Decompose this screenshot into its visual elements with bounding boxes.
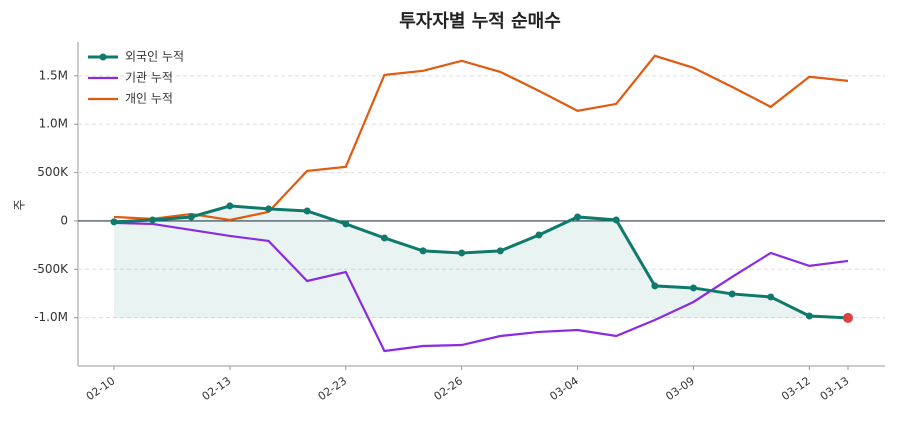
point [843,312,853,323]
area-fill [114,205,848,318]
point [651,282,659,290]
y-axis-label: 주 [13,199,27,210]
line [113,221,849,353]
legend-marker [99,53,107,61]
legend-label: 기관 누적 [125,71,173,85]
x-tick-label: 02-26 [431,374,465,403]
point [303,207,311,215]
point [149,216,157,224]
y-tick-label: -1.0M [34,310,68,324]
point [496,247,504,255]
point [419,247,427,255]
point [535,231,543,239]
y-tick-label: -500K [33,262,69,276]
point [342,220,350,228]
x-tick-label: 03-09 [663,374,697,403]
legend-label: 외국인 누적 [125,50,184,64]
line [113,54,849,222]
point [689,284,697,292]
point [767,293,775,301]
point [574,213,582,221]
x-tick-label: 03-12 [779,374,813,403]
point [265,205,273,213]
y-tick-label: 1.0M [39,117,68,131]
point [110,218,118,226]
chart-title: 투자자별 누적 순매수 [399,11,561,32]
line [113,204,849,320]
point [458,249,466,257]
y-tick-label: 1.5M [39,68,68,82]
x-tick-label: 02-10 [84,374,118,403]
x-tick-label: 02-23 [316,374,350,403]
x-tick-label: 03-04 [547,374,581,403]
x-tick-label: 03-13 [818,374,852,403]
point [226,202,234,210]
point [728,290,736,298]
point [187,213,195,221]
x-tick-label: 02-13 [200,374,234,403]
y-tick-label: 500K [37,165,69,179]
legend-label: 개인 누적 [125,92,173,106]
point [612,216,620,224]
point [380,234,388,242]
y-tick-label: 0 [60,213,68,227]
point [805,312,813,320]
